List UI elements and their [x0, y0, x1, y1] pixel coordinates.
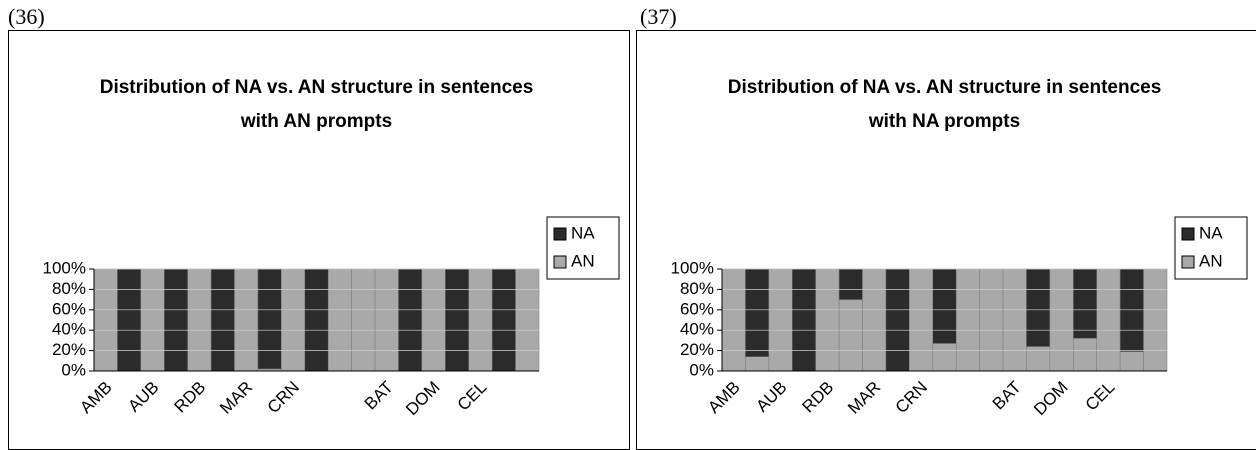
bar-segment — [838, 268, 863, 300]
bar-segment — [210, 268, 235, 372]
bar-segment — [187, 268, 212, 372]
chart-title: Distribution of NA vs. AN structure in s… — [727, 77, 1162, 132]
legend-label: AN — [1199, 251, 1223, 270]
bar-segment — [885, 268, 910, 372]
x-tick-label: AMB — [76, 378, 115, 417]
bar-segment — [1119, 268, 1144, 352]
y-tick-label: 20% — [680, 340, 714, 359]
legend-swatch — [553, 227, 567, 241]
bar-segment — [1096, 268, 1121, 372]
bar-segment — [327, 268, 352, 372]
legend-swatch — [1181, 227, 1195, 241]
y-tick-label: 60% — [52, 299, 86, 318]
bar-segment — [721, 268, 746, 372]
y-tick-label: 100% — [43, 258, 86, 277]
x-tick-label: RDB — [171, 378, 210, 417]
bar-segment — [792, 268, 816, 372]
x-tick-label: BAT — [361, 378, 397, 414]
bar-segment — [304, 268, 329, 372]
bar-segment — [398, 268, 423, 372]
bar-segment — [1119, 351, 1144, 372]
x-tick-label: AUB — [124, 378, 162, 416]
chart: AMB AUB RDB MAR CRN BAT DOM CEL 0%20%40% 60%80% 10… — [671, 216, 1248, 419]
legend-label: AN — [571, 251, 595, 270]
chart-title: Distribution of NA vs. AN structure in s… — [99, 77, 534, 132]
bar-segment — [234, 268, 259, 372]
bar-segment — [745, 268, 770, 357]
chart-panel: Distribution of NA vs. AN structure in s… — [8, 30, 630, 450]
bar-segment — [838, 299, 863, 372]
bar-segment — [351, 268, 376, 372]
x-tick-label: MAR — [844, 378, 884, 418]
bar-segment — [515, 268, 540, 372]
legend-label: NA — [571, 223, 595, 242]
bar-segment — [257, 268, 282, 370]
y-tick-label: 100% — [671, 258, 714, 277]
y-tick-label: 80% — [680, 279, 714, 298]
chart-panel: Distribution of NA vs. AN structure in s… — [636, 30, 1256, 450]
bar-segment — [932, 268, 957, 344]
bar-segment — [768, 268, 793, 372]
legend-label: NA — [1199, 223, 1223, 242]
y-tick-label: 40% — [680, 320, 714, 339]
bar-segment — [1143, 268, 1168, 372]
bar-segment — [140, 268, 165, 372]
bar-segment — [117, 268, 142, 372]
x-tick-label: AUB — [752, 378, 790, 416]
legend-swatch — [553, 255, 567, 269]
figure-label: (36) — [8, 4, 45, 29]
x-tick-label: DOM — [1030, 378, 1071, 419]
y-tick-label: 40% — [52, 320, 86, 339]
legend-box — [1174, 216, 1248, 280]
y-tick-label: 0% — [689, 360, 714, 379]
bar-segment — [909, 268, 934, 372]
bar-segment — [1026, 268, 1051, 347]
x-tick-label: BAT — [989, 378, 1025, 414]
bar-segment — [164, 268, 188, 372]
bar-segment — [1026, 346, 1051, 372]
x-tick-label: MAR — [216, 378, 256, 418]
legend-swatch — [1181, 255, 1195, 269]
bar-segment — [1002, 268, 1027, 372]
y-tick-label: 60% — [680, 299, 714, 318]
x-tick-label: CRN — [264, 378, 303, 417]
y-tick-label: 0% — [61, 360, 86, 379]
bar-segment — [468, 268, 493, 372]
x-tick-label: AMB — [704, 378, 743, 417]
x-tick-label: CRN — [892, 378, 931, 417]
bar-segment — [1049, 268, 1074, 372]
chart: AMB AUB RDB MAR CRN BAT DOM CEL 0%20%40% 60%80% 10… — [43, 216, 620, 419]
bar-segment — [1073, 338, 1097, 372]
bar-segment — [421, 268, 446, 372]
bar-segment — [745, 356, 770, 372]
bar-segment — [979, 268, 1004, 372]
bar-segment — [932, 343, 957, 372]
y-tick-label: 80% — [52, 279, 86, 298]
bar-segment — [374, 268, 399, 372]
figure-label: (37) — [640, 4, 677, 29]
bar-segment — [862, 268, 887, 372]
x-tick-label: DOM — [402, 378, 443, 419]
bar-segment — [955, 268, 980, 372]
bar-segment — [1073, 268, 1097, 339]
x-tick-label: CEL — [454, 378, 491, 415]
bar-segment — [281, 268, 306, 372]
bar-segment — [815, 268, 840, 372]
y-tick-label: 20% — [52, 340, 86, 359]
bar-segment — [93, 268, 118, 372]
bar-segment — [445, 268, 469, 372]
x-tick-label: RDB — [799, 378, 838, 417]
bar-segment — [491, 268, 516, 372]
legend-box — [546, 216, 620, 280]
x-tick-label: CEL — [1082, 378, 1119, 415]
